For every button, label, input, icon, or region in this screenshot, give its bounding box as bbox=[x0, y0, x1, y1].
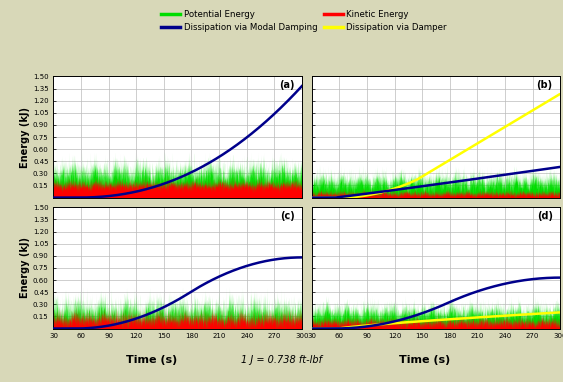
Text: (b): (b) bbox=[537, 80, 553, 90]
Text: (a): (a) bbox=[279, 80, 294, 90]
Text: (d): (d) bbox=[537, 211, 553, 221]
Text: Time (s): Time (s) bbox=[126, 355, 178, 365]
Legend: Potential Energy, Dissipation via Modal Damping, Kinetic Energy, Dissipation via: Potential Energy, Dissipation via Modal … bbox=[158, 6, 450, 36]
Text: (c): (c) bbox=[280, 211, 294, 221]
Text: 1 J = 0.738 ft-lbf: 1 J = 0.738 ft-lbf bbox=[241, 355, 322, 365]
Y-axis label: Energy (kJ): Energy (kJ) bbox=[20, 107, 30, 167]
Text: Time (s): Time (s) bbox=[399, 355, 451, 365]
Y-axis label: Energy (kJ): Energy (kJ) bbox=[20, 238, 30, 298]
